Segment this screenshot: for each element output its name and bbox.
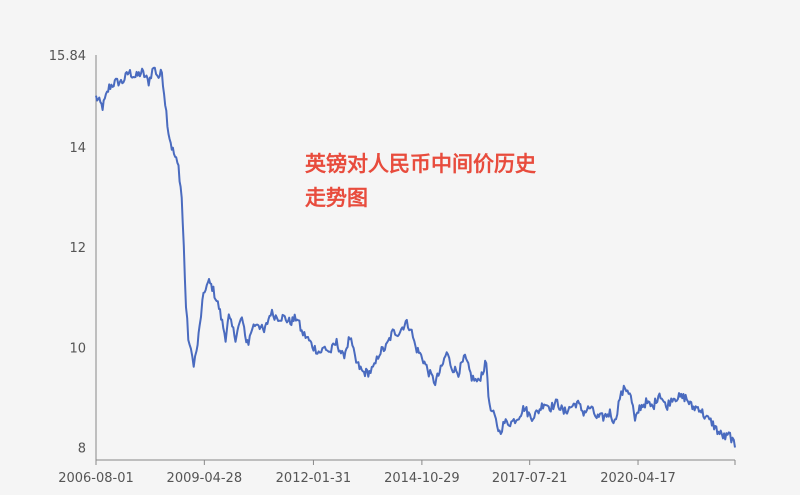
y-tick-label: 8 bbox=[78, 441, 86, 456]
y-tick-label: 10 bbox=[69, 341, 86, 356]
x-tick-label: 2012-01-31 bbox=[276, 471, 352, 486]
y-tick-label: 15.84 bbox=[49, 49, 86, 64]
chart-title-line-1: 英镑对人民币中间价历史 bbox=[305, 152, 537, 176]
x-tick-label: 2020-04-17 bbox=[600, 471, 676, 486]
x-tick-label: 2009-04-28 bbox=[167, 471, 243, 486]
y-tick-label: 12 bbox=[69, 241, 86, 256]
x-tick-label: 2014-10-29 bbox=[384, 471, 460, 486]
y-axis: 8 10 12 14 15.84 bbox=[49, 49, 97, 460]
series-layer bbox=[95, 66, 736, 448]
x-tick-label: 2017-07-21 bbox=[492, 471, 568, 486]
x-tick-label: 2006-08-01 bbox=[58, 471, 134, 486]
y-tick-label: 14 bbox=[69, 141, 86, 156]
chart-title-line-2: 走势图 bbox=[305, 186, 368, 210]
series-line bbox=[95, 66, 736, 448]
x-axis: 2006-08-01 2009-04-28 2012-01-31 2014-10-29… bbox=[58, 459, 736, 486]
